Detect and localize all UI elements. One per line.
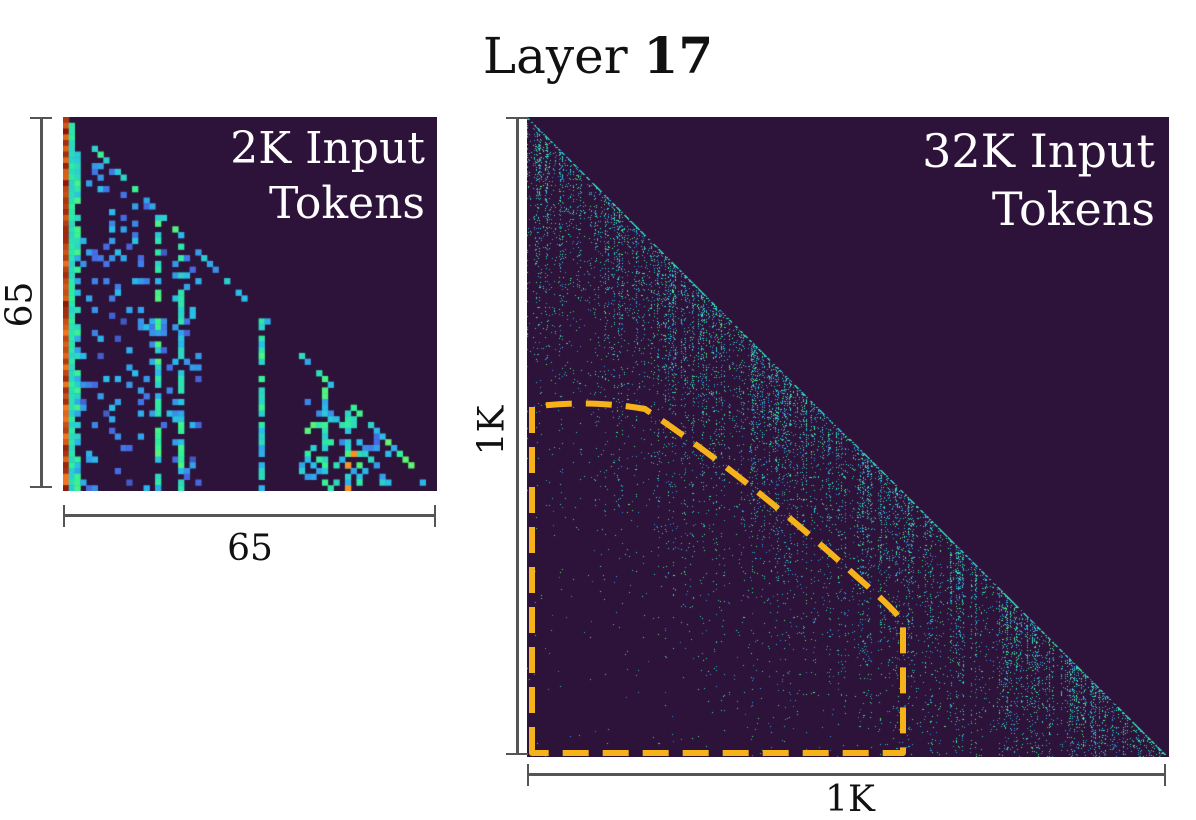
left-y-axis-cap-bottom <box>30 486 52 488</box>
title-layer-number: 17 <box>643 26 714 85</box>
heatmap-32k-label-line1: 32K Input <box>922 124 1155 178</box>
heatmap-2k-cells <box>63 117 437 491</box>
heatmap-2k-input: 2K Input Tokens <box>63 117 437 491</box>
heatmap-32k-cells <box>527 117 1169 757</box>
sparse-region-dashed-outline <box>529 400 906 756</box>
left-y-axis-bracket <box>40 118 43 488</box>
chart-title: Layer 17 <box>0 26 1196 85</box>
left-y-axis-cap-top <box>30 117 52 119</box>
heatmap-32k-label: 32K Input Tokens <box>922 123 1155 238</box>
right-y-axis-cap-top <box>506 117 528 119</box>
right-y-axis-label: 1K <box>471 405 513 456</box>
right-x-axis-cap-right <box>1164 764 1166 786</box>
left-x-axis-cap-left <box>63 505 65 527</box>
left-x-axis-cap-right <box>434 505 436 527</box>
right-y-axis-cap-bottom <box>506 753 528 755</box>
heatmap-2k-label: 2K Input Tokens <box>230 121 425 231</box>
left-x-axis-bracket <box>64 514 436 517</box>
right-x-axis-bracket <box>528 773 1166 776</box>
heatmap-32k-input: 32K Input Tokens <box>527 117 1169 757</box>
right-x-axis-label: 1K <box>825 779 875 820</box>
title-prefix: Layer <box>482 27 644 85</box>
heatmap-2k-label-line1: 2K Input <box>230 123 425 174</box>
right-x-axis-cap-left <box>527 764 529 786</box>
heatmap-32k-label-line2: Tokens <box>991 181 1155 236</box>
left-x-axis-label: 65 <box>227 528 273 569</box>
sparse-region-highlight <box>529 400 906 756</box>
right-y-axis-bracket <box>516 118 519 755</box>
left-y-axis-label: 65 <box>0 281 41 328</box>
heatmap-2k-label-line2: Tokens <box>268 178 425 229</box>
